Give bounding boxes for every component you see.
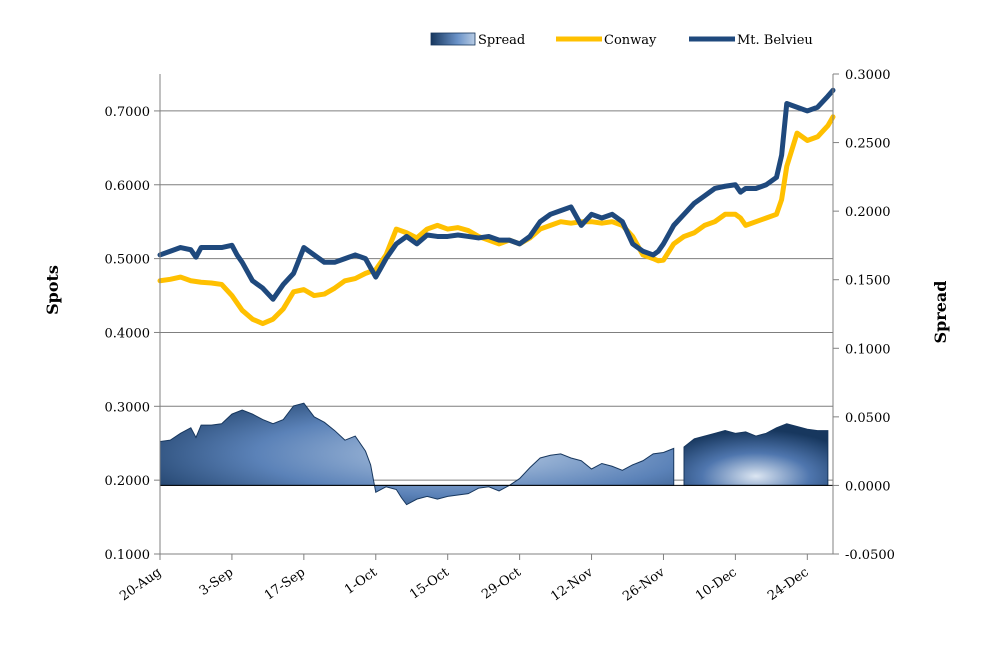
- x-tick-label: 10-Dec: [693, 565, 740, 604]
- left-tick-label: 0.5000: [105, 253, 151, 268]
- spread-area-segment: [683, 423, 829, 486]
- x-tick-label: 26-Nov: [620, 565, 668, 605]
- spread-area-layer: [159, 402, 833, 506]
- legend-swatch-spread: [430, 32, 476, 46]
- left-tick-label: 0.4000: [105, 326, 151, 341]
- x-tick-label: 17-Sep: [262, 565, 308, 604]
- legend-label-spread: Spread: [478, 33, 525, 48]
- x-tick-label: 15-Oct: [407, 565, 452, 603]
- x-axis-ticks: 20-Aug 3-Sep 17-Sep 1-Oct 15-Oct 29-Oct 12-Nov…: [117, 554, 812, 605]
- left-axis-ticks: 0.1000 0.2000 0.3000 0.4000 0.5000 0.6000 0.70…: [105, 105, 160, 563]
- x-tick-label: 3-Sep: [197, 565, 236, 599]
- spread-area-segment: [159, 402, 675, 506]
- right-tick-label: 0.2000: [845, 205, 891, 220]
- left-axis-title: Spots: [43, 265, 62, 315]
- legend-item-mt-belvieu: Mt. Belvieu: [689, 33, 813, 48]
- left-tick-label: 0.6000: [105, 179, 151, 194]
- right-tick-label: 0.1000: [845, 342, 891, 357]
- axes-layer: [159, 74, 834, 555]
- x-tick-label: 24-Dec: [765, 565, 812, 604]
- series-line-mt-belvieu: [157, 87, 836, 302]
- legend-item-conway: Conway: [556, 33, 657, 48]
- legend-label-conway: Conway: [604, 33, 657, 48]
- series-line-conway: [157, 114, 836, 327]
- x-tick-label: 12-Nov: [548, 565, 596, 605]
- left-tick-label: 0.3000: [105, 400, 151, 415]
- legend-item-spread: Spread: [430, 32, 525, 48]
- right-tick-label: 0.2500: [845, 137, 891, 152]
- left-tick-label: 0.1000: [105, 548, 151, 563]
- right-axis-ticks: -0.0500 0.0000 0.0500 0.1000 0.1500 0.2000 0.2…: [833, 68, 895, 563]
- right-tick-label: 0.0000: [845, 479, 891, 494]
- right-tick-label: 0.1500: [845, 274, 891, 289]
- left-tick-label: 0.7000: [105, 105, 151, 120]
- legend: Spread Conway Mt. Belvieu: [430, 32, 813, 48]
- legend-label-mt-belvieu: Mt. Belvieu: [737, 33, 813, 48]
- right-tick-label: -0.0500: [845, 548, 895, 563]
- left-tick-label: 0.2000: [105, 474, 151, 489]
- x-tick-label: 29-Oct: [479, 565, 524, 603]
- line-series-layer: [157, 87, 836, 327]
- right-tick-label: 0.3000: [845, 68, 891, 83]
- x-tick-label: 1-Oct: [342, 565, 381, 598]
- x-tick-label: 20-Aug: [117, 565, 164, 604]
- right-tick-label: 0.0500: [845, 411, 891, 426]
- right-axis-title: Spread: [931, 281, 950, 344]
